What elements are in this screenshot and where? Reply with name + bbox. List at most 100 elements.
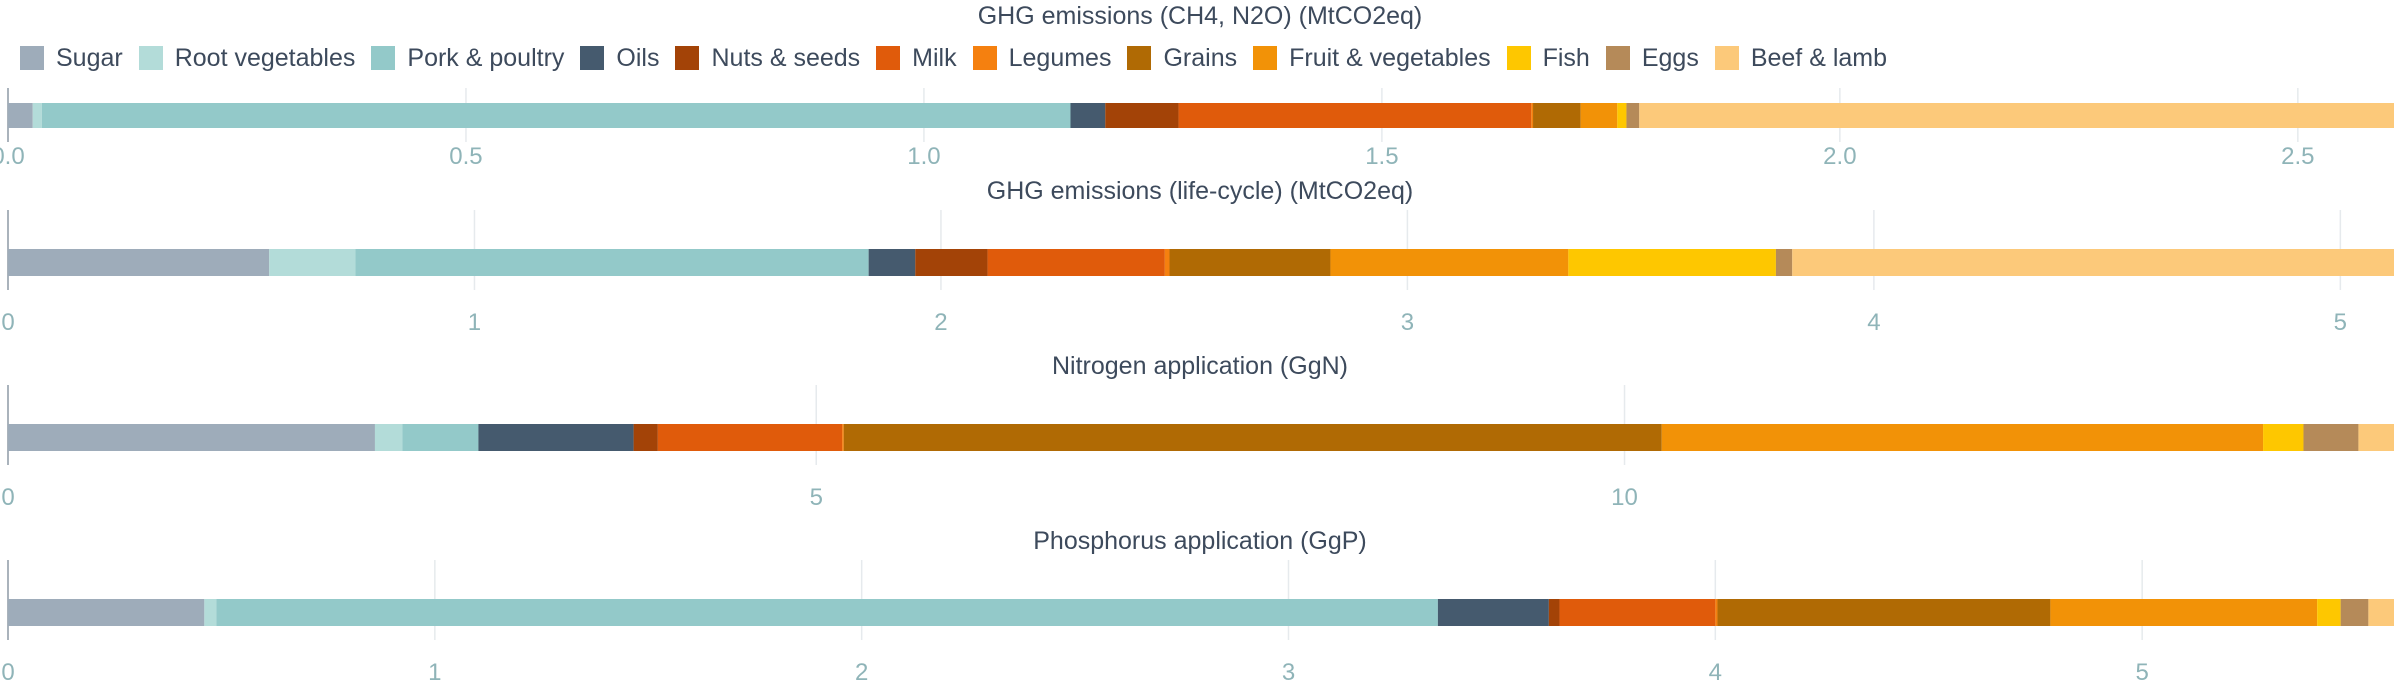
bar-segment-pork-and-poultry[interactable] (402, 424, 479, 451)
x-tick-label: 0.5 (449, 143, 482, 170)
bar-segment-oils[interactable] (1437, 599, 1549, 626)
bar-segment-eggs[interactable] (1775, 249, 1793, 276)
legend-swatch (580, 46, 605, 70)
bar-segment-root-vegetables[interactable] (269, 249, 356, 276)
bar-segment-oils[interactable] (478, 424, 634, 451)
bar-segment-sugar[interactable] (8, 103, 33, 128)
bar-segment-beef-and-lamb[interactable] (1639, 103, 2394, 128)
bar-segment-oils[interactable] (1070, 103, 1106, 128)
legend-swatch (1253, 46, 1278, 70)
legend-swatch (1506, 46, 1531, 70)
bar-segment-milk[interactable] (1559, 599, 1716, 626)
bar-segment-fish[interactable] (2263, 424, 2304, 451)
bar-segment-oils[interactable] (868, 249, 916, 276)
x-tick-label: 0.0 (0, 143, 25, 170)
x-tick-label: 3 (1401, 309, 1414, 336)
legend: Sugar Root vegetables Pork & poultry Oils Nu… (20, 38, 1903, 78)
legend-label: Nuts & seeds (711, 43, 861, 72)
chart-title: Nitrogen application (GgN) (1052, 352, 1348, 380)
bar-segment-grains[interactable] (1169, 249, 1331, 276)
legend-item-fruit-and-vegetables[interactable]: Fruit & vegetables (1253, 44, 1491, 73)
x-tick-label: 1.0 (907, 143, 940, 170)
bar-segment-sugar[interactable] (8, 249, 270, 276)
x-tick-label: 2.5 (2281, 143, 2314, 170)
legend-item-root-vegetables[interactable]: Root vegetables (138, 43, 356, 73)
chart-title: GHG emissions (life-cycle) (MtCO2eq) (987, 177, 1413, 205)
bar-segment-legumes[interactable] (1715, 599, 1718, 626)
bar-segment-milk[interactable] (987, 249, 1165, 276)
bar-segment-nuts-and-seeds[interactable] (1548, 599, 1560, 626)
bar-segment-legumes[interactable] (842, 424, 844, 451)
bar-segment-root-vegetables[interactable] (204, 599, 217, 626)
bar-segment-nuts-and-seeds[interactable] (633, 424, 658, 451)
legend-swatch (972, 46, 997, 70)
legend-item-sugar[interactable]: Sugar (20, 44, 123, 73)
bar-segment-sugar[interactable] (8, 424, 375, 451)
chart-1: GHG emissions (CH4, N2O) (MtCO2eq) 0.0 0.5… (0, 2, 2394, 170)
legend-swatch (1605, 46, 1630, 70)
legend-label: Beef & lamb (1750, 43, 1888, 72)
x-tick-label: 4 (1867, 309, 1880, 336)
legend-item-fish[interactable]: Fish (1506, 43, 1590, 73)
legend-item-grains[interactable]: Grains (1127, 44, 1237, 73)
x-tick-label: 5 (2135, 659, 2148, 686)
chart-title: GHG emissions (CH4, N2O) (MtCO2eq) (978, 2, 1423, 30)
legend-label: Sugar (56, 43, 123, 72)
bar-segment-pork-and-poultry[interactable] (355, 249, 869, 276)
bar-segment-milk[interactable] (1178, 103, 1532, 128)
bar-segment-fruit-and-vegetables[interactable] (1580, 103, 1618, 128)
legend-label: Pork & poultry (407, 43, 565, 72)
bar-segment-sugar[interactable] (8, 599, 205, 626)
bar-segment-grains[interactable] (1717, 599, 2051, 626)
bar-segment-fruit-and-vegetables[interactable] (2050, 599, 2318, 626)
chart-3: Nitrogen application (GgN) 0 5 10 (1, 352, 2394, 511)
bar-segment-beef-and-lamb[interactable] (2358, 424, 2394, 451)
legend-item-legumes[interactable]: Legumes (972, 44, 1111, 73)
bar-segment-grains[interactable] (1533, 103, 1581, 128)
legend-item-milk[interactable]: Milk (876, 43, 957, 73)
bar-segment-pork-and-poultry[interactable] (41, 103, 1071, 128)
legend-label: Root vegetables (174, 43, 356, 72)
bar-segment-root-vegetables[interactable] (374, 424, 403, 451)
bar-segment-fish[interactable] (1617, 103, 1627, 128)
legend-item-pork-and-poultry[interactable]: Pork & poultry (371, 44, 564, 73)
legend-label: Eggs (1641, 43, 1699, 72)
x-tick-label: 1 (428, 659, 441, 686)
legend-label: Milk (912, 43, 957, 72)
bar-segment-beef-and-lamb[interactable] (1792, 249, 2394, 276)
bar-segment-fish[interactable] (2317, 599, 2341, 626)
bar-segment-eggs[interactable] (2303, 424, 2359, 451)
x-tick-label: 4 (1709, 659, 1722, 686)
legend-item-beef-and-lamb[interactable]: Beef & lamb (1714, 43, 1888, 73)
legend-label: Oils (616, 43, 660, 72)
chart-2: GHG emissions (life-cycle) (MtCO2eq) 0 1 2 3… (1, 177, 2394, 336)
bar-segment-nuts-and-seeds[interactable] (1105, 103, 1179, 128)
bar-segment-root-vegetables[interactable] (32, 103, 42, 128)
x-tick-label: 2 (934, 309, 947, 336)
bar-segment-milk[interactable] (657, 424, 843, 451)
x-tick-label: 2.0 (1823, 143, 1856, 170)
bar-segment-grains[interactable] (843, 424, 1662, 451)
legend-swatch (1127, 46, 1152, 70)
chart-title: Phosphorus application (GgP) (1033, 527, 1367, 555)
bar-segment-legumes[interactable] (1531, 103, 1534, 128)
bar-segment-legumes[interactable] (1164, 249, 1170, 276)
bar-segment-nuts-and-seeds[interactable] (915, 249, 988, 276)
bar-segment-fruit-and-vegetables[interactable] (1330, 249, 1569, 276)
legend-swatch (138, 46, 163, 70)
legend-label: Fish (1542, 43, 1590, 72)
legend-item-oils[interactable]: Oils (580, 44, 659, 73)
legend-item-eggs[interactable]: Eggs (1605, 43, 1699, 73)
bar-segment-fish[interactable] (1568, 249, 1776, 276)
bar-segment-beef-and-lamb[interactable] (2368, 599, 2394, 626)
bar-segment-fruit-and-vegetables[interactable] (1661, 424, 2264, 451)
legend-swatch (1714, 46, 1739, 70)
bar-segment-pork-and-poultry[interactable] (216, 599, 1438, 626)
legend-item-nuts-and-seeds[interactable]: Nuts & seeds (675, 44, 860, 73)
bar-segment-eggs[interactable] (1626, 103, 1640, 128)
x-tick-label: 0 (1, 659, 14, 686)
legend-swatch (876, 46, 901, 70)
bar-segment-eggs[interactable] (2340, 599, 2369, 626)
x-tick-label: 10 (1611, 484, 1638, 511)
